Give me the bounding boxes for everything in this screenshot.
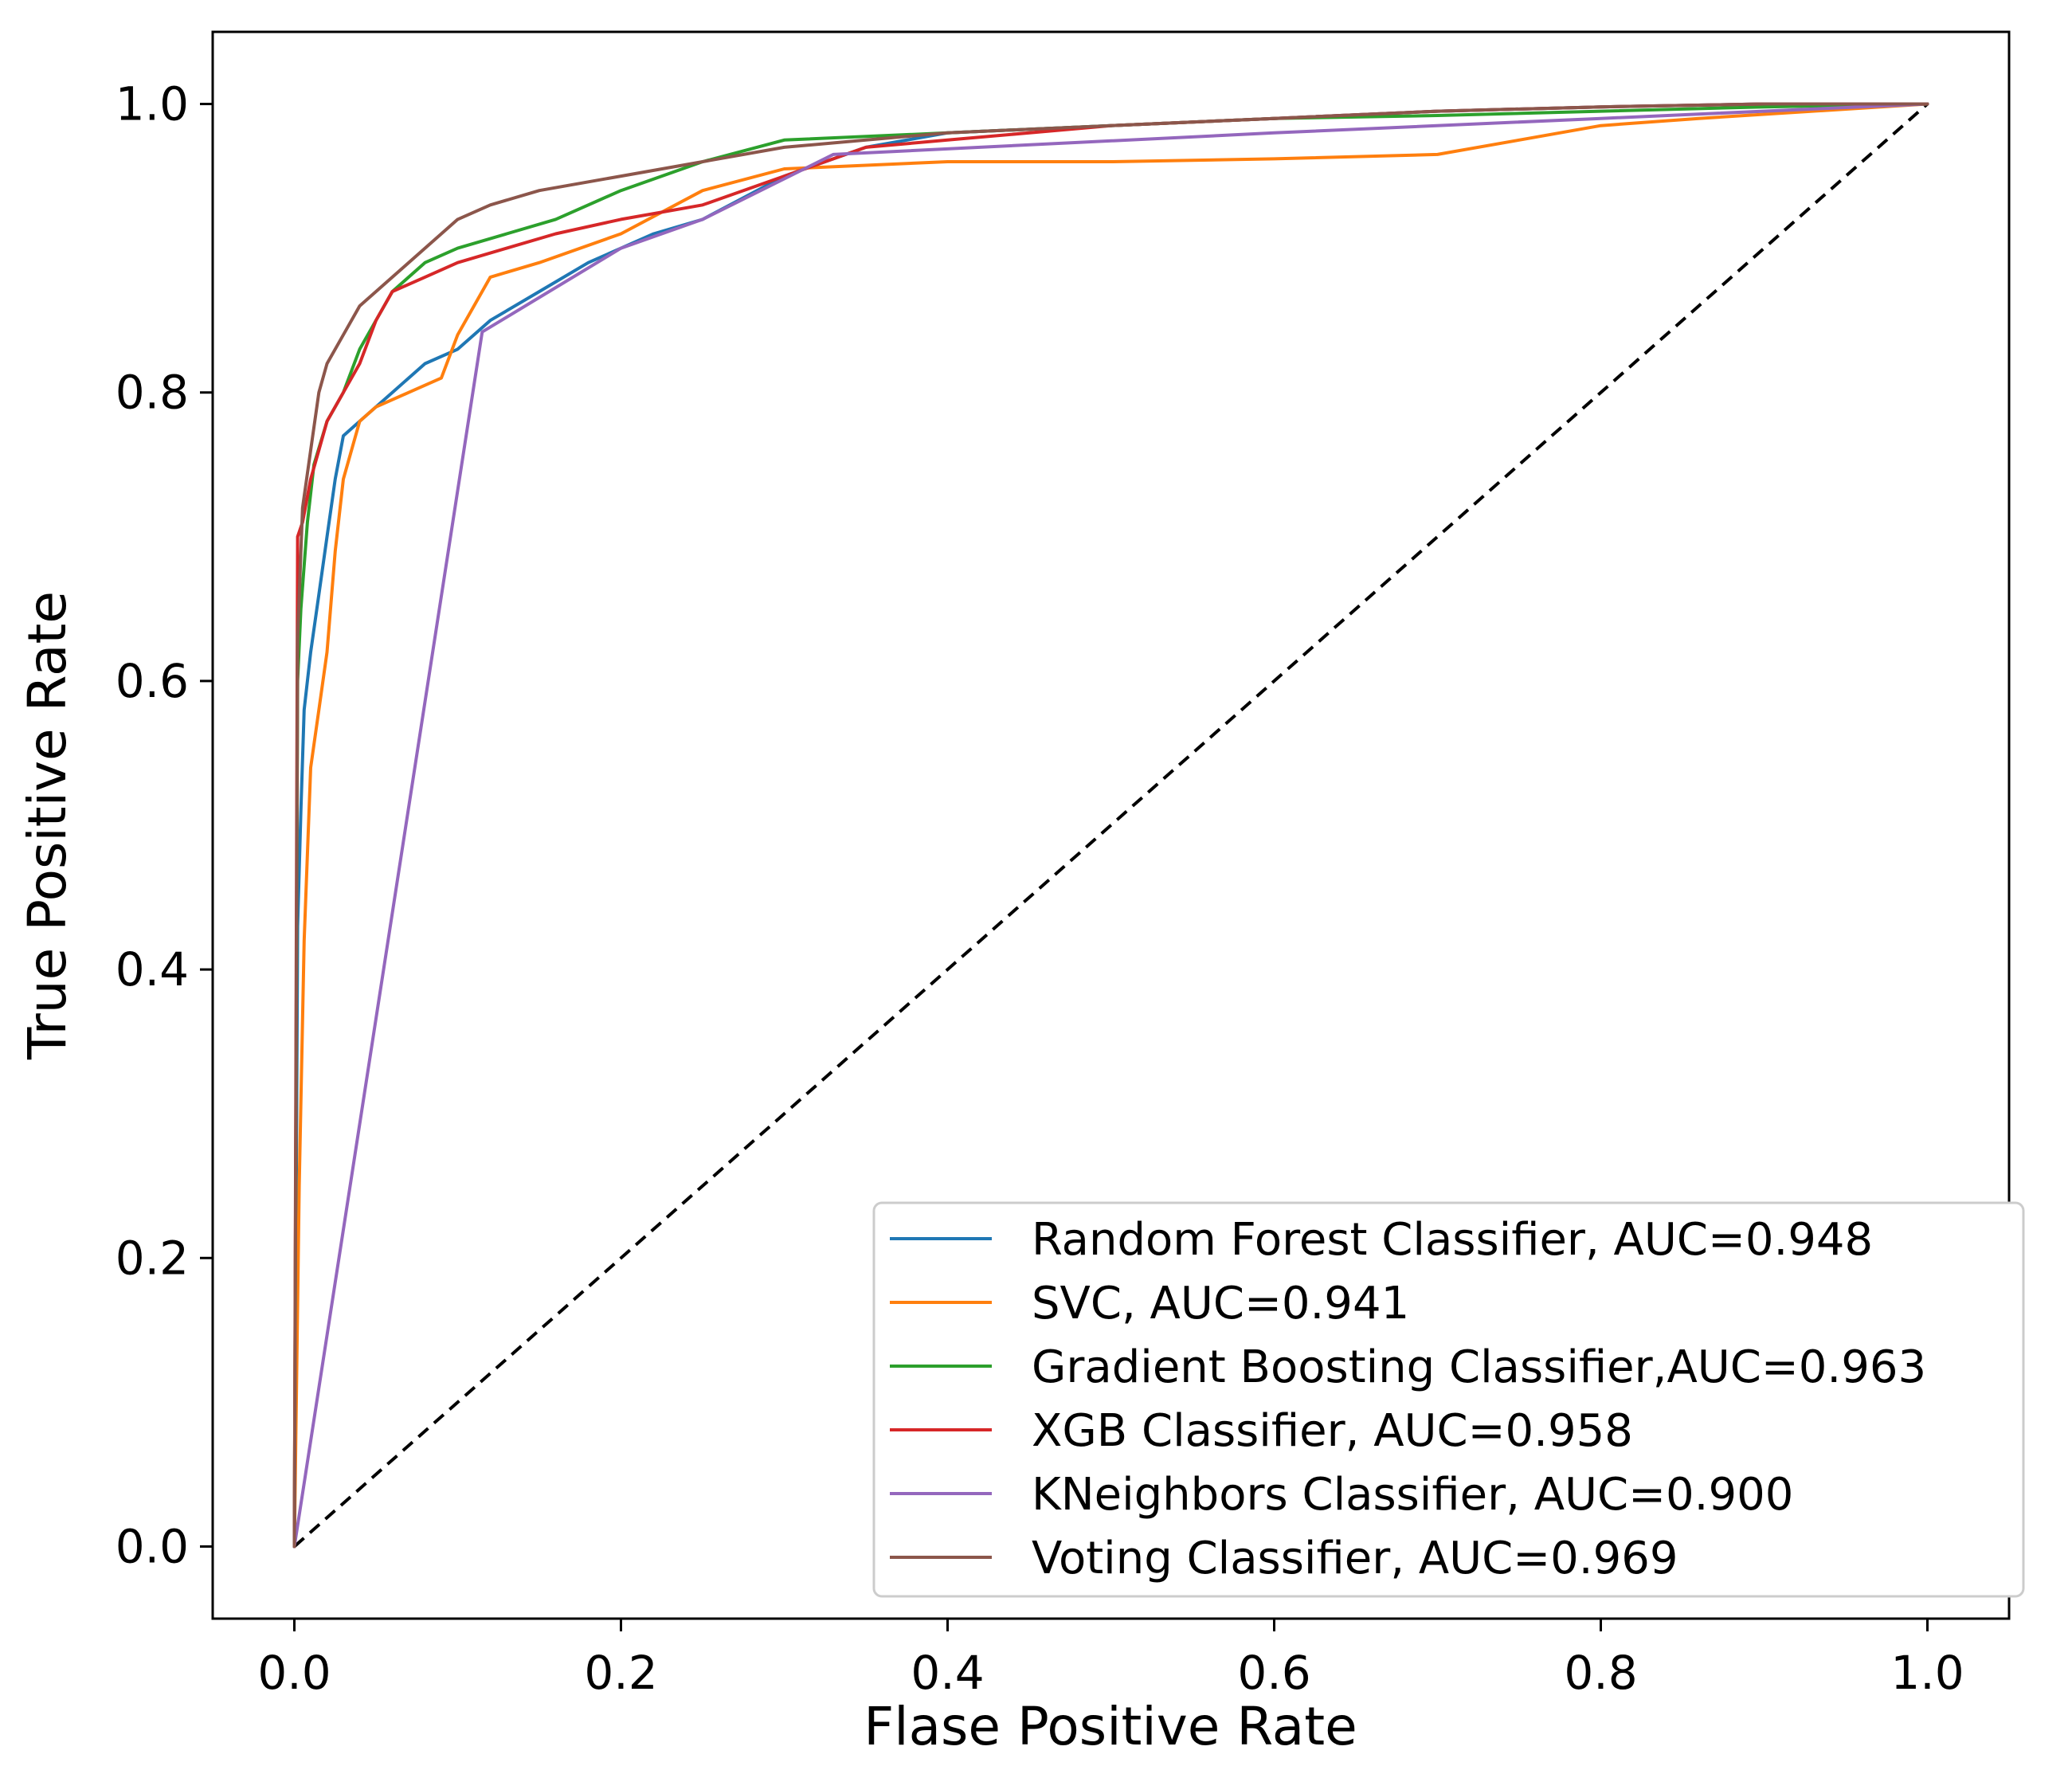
legend-label-2: SVC, AUC=0.941 — [1032, 1278, 1409, 1329]
series-line-6 — [292, 102, 1929, 1549]
y-axis-label: True Positive Rate — [17, 591, 78, 1060]
legend-label-4: XGB Classifier, AUC=0.958 — [1032, 1405, 1633, 1457]
x-axis-label: Flase Positive Rate — [864, 1696, 1357, 1757]
chance-diagonal-line — [293, 103, 1929, 1548]
x-tick-label: 1.0 — [1890, 1646, 1964, 1700]
legend-label-3: Gradient Boosting Classifier,AUC=0.963 — [1032, 1341, 1926, 1393]
series-line-5 — [292, 102, 1929, 1549]
x-tick-label: 0.4 — [911, 1646, 984, 1700]
legend-box — [872, 1201, 2025, 1598]
series-line-2 — [292, 102, 1929, 1549]
x-tick-label: 0.2 — [584, 1646, 657, 1700]
y-tick-label: 0.4 — [116, 942, 189, 997]
legend-label-1: Random Forest Classifier, AUC=0.948 — [1032, 1214, 1873, 1266]
legend-label-6: Voting Classifier, AUC=0.969 — [1032, 1533, 1678, 1584]
legend: Random Forest Classifier, AUC=0.948 SVC, … — [872, 1201, 2025, 1598]
x-tick-label: 0.8 — [1564, 1646, 1637, 1700]
y-tick-label: 0.6 — [116, 654, 189, 708]
y-tick-label: 0.8 — [116, 366, 189, 420]
x-axis-ticks: 0.0 0.2 0.4 0.6 0.8 1.0 — [257, 1619, 1964, 1700]
y-tick-label: 0.2 — [116, 1231, 189, 1285]
plot-frame — [211, 30, 2011, 1620]
x-tick-label: 0.0 — [257, 1646, 331, 1700]
series-layer — [292, 102, 1929, 1549]
x-tick-label: 0.6 — [1237, 1646, 1310, 1700]
y-axis-ticks: 0.0 0.2 0.4 0.6 0.8 1.0 — [116, 77, 213, 1573]
legend-label-5: KNeighbors Classifier, AUC=0.900 — [1032, 1469, 1793, 1521]
y-tick-label: 1.0 — [116, 77, 189, 131]
y-tick-label: 0.0 — [116, 1519, 189, 1573]
